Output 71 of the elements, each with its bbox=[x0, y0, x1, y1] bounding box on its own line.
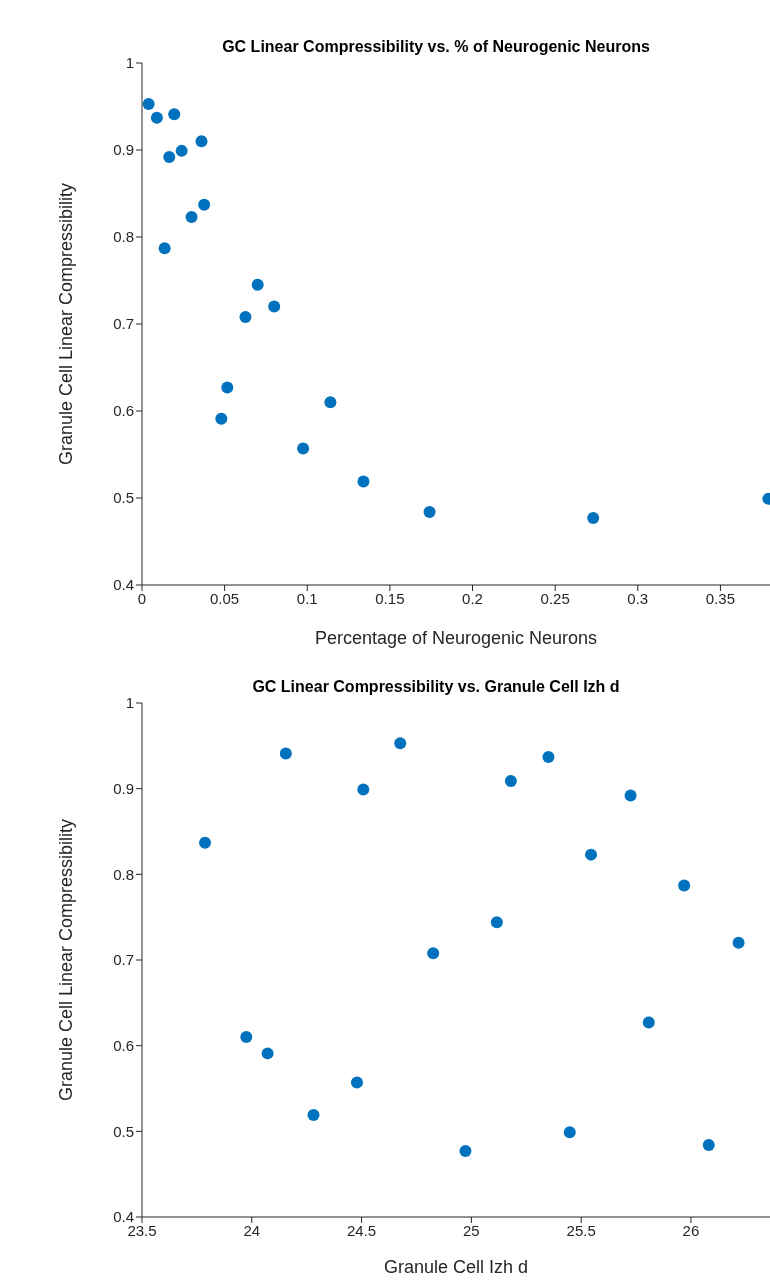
y-tick-label: 0.9 bbox=[113, 141, 134, 159]
point bbox=[150, 111, 163, 124]
y-tick-label: 0.5 bbox=[113, 1122, 134, 1140]
point bbox=[199, 836, 212, 849]
chart-title: GC Linear Compressibility vs. % of Neurogenic Neurons bbox=[221, 38, 651, 56]
point bbox=[642, 1016, 655, 1029]
x-axis-title: Granule Cell Izh d bbox=[383, 1257, 529, 1277]
point bbox=[357, 783, 370, 796]
point bbox=[268, 300, 281, 313]
point bbox=[198, 198, 211, 211]
point bbox=[350, 1076, 363, 1089]
x-tick-label: 24.5 bbox=[346, 1221, 377, 1239]
point bbox=[163, 150, 176, 163]
x-tick-label: 25.5 bbox=[566, 1221, 596, 1239]
point bbox=[423, 505, 436, 518]
x-tick-label: 0 bbox=[137, 589, 147, 607]
point bbox=[240, 1031, 253, 1044]
x-tick-label: 24 bbox=[243, 1221, 261, 1239]
x-tick-label: 0.15 bbox=[375, 589, 405, 607]
point bbox=[239, 311, 252, 324]
y-tick-label: 0.5 bbox=[113, 489, 134, 507]
point bbox=[678, 879, 691, 892]
point bbox=[504, 774, 517, 787]
point bbox=[732, 936, 745, 949]
y-tick-label: 0.8 bbox=[113, 228, 134, 246]
y-tick-label: 1 bbox=[125, 54, 134, 72]
point bbox=[490, 916, 503, 929]
point bbox=[185, 210, 198, 223]
point bbox=[587, 512, 600, 525]
y-tick-label: 0.8 bbox=[113, 865, 134, 883]
point bbox=[168, 108, 181, 121]
point bbox=[542, 750, 555, 763]
point bbox=[195, 135, 208, 148]
point bbox=[585, 848, 598, 861]
y-tick-label: 0.4 bbox=[113, 576, 134, 594]
point bbox=[459, 1145, 472, 1158]
point bbox=[324, 396, 337, 409]
x-tick-label: 0.3 bbox=[627, 589, 649, 607]
x-tick-label: 26 bbox=[682, 1221, 700, 1239]
x-tick-label: 25 bbox=[463, 1221, 480, 1239]
chart-title: GC Linear Compressibility vs. Granule Cell Izh d bbox=[251, 678, 621, 696]
point bbox=[158, 242, 171, 255]
y-tick-label: 0.6 bbox=[113, 1036, 134, 1054]
point bbox=[175, 144, 188, 157]
x-tick-label: 0.2 bbox=[462, 589, 483, 607]
point bbox=[357, 475, 370, 488]
point bbox=[221, 381, 234, 394]
point bbox=[251, 278, 264, 291]
point bbox=[427, 947, 440, 960]
y-tick-label: 0.9 bbox=[113, 779, 134, 797]
x-tick-label: 0.25 bbox=[540, 589, 570, 607]
point bbox=[261, 1047, 274, 1060]
x-axis-title: Percentage of Neurogenic Neurons bbox=[314, 628, 598, 648]
point bbox=[702, 1139, 715, 1152]
y-tick-label: 0.7 bbox=[113, 315, 134, 333]
point bbox=[297, 442, 310, 455]
point bbox=[394, 737, 407, 750]
y-axis-title: Granule Cell Linear Compressibility bbox=[56, 818, 77, 1102]
point bbox=[624, 789, 637, 802]
x-tick-label: 0.35 bbox=[705, 589, 736, 607]
y-axis-title: Granule Cell Linear Compressibility bbox=[56, 182, 77, 466]
point bbox=[307, 1109, 320, 1122]
y-tick-label: 0.7 bbox=[113, 951, 134, 969]
x-tick-label: 0.05 bbox=[210, 589, 240, 607]
point bbox=[279, 747, 292, 760]
y-tick-label: 0.6 bbox=[113, 402, 134, 420]
x-tick-label: 0.1 bbox=[296, 589, 318, 607]
y-tick-label: 1 bbox=[125, 694, 134, 712]
point bbox=[563, 1126, 576, 1139]
point bbox=[215, 412, 228, 425]
point bbox=[142, 97, 155, 110]
